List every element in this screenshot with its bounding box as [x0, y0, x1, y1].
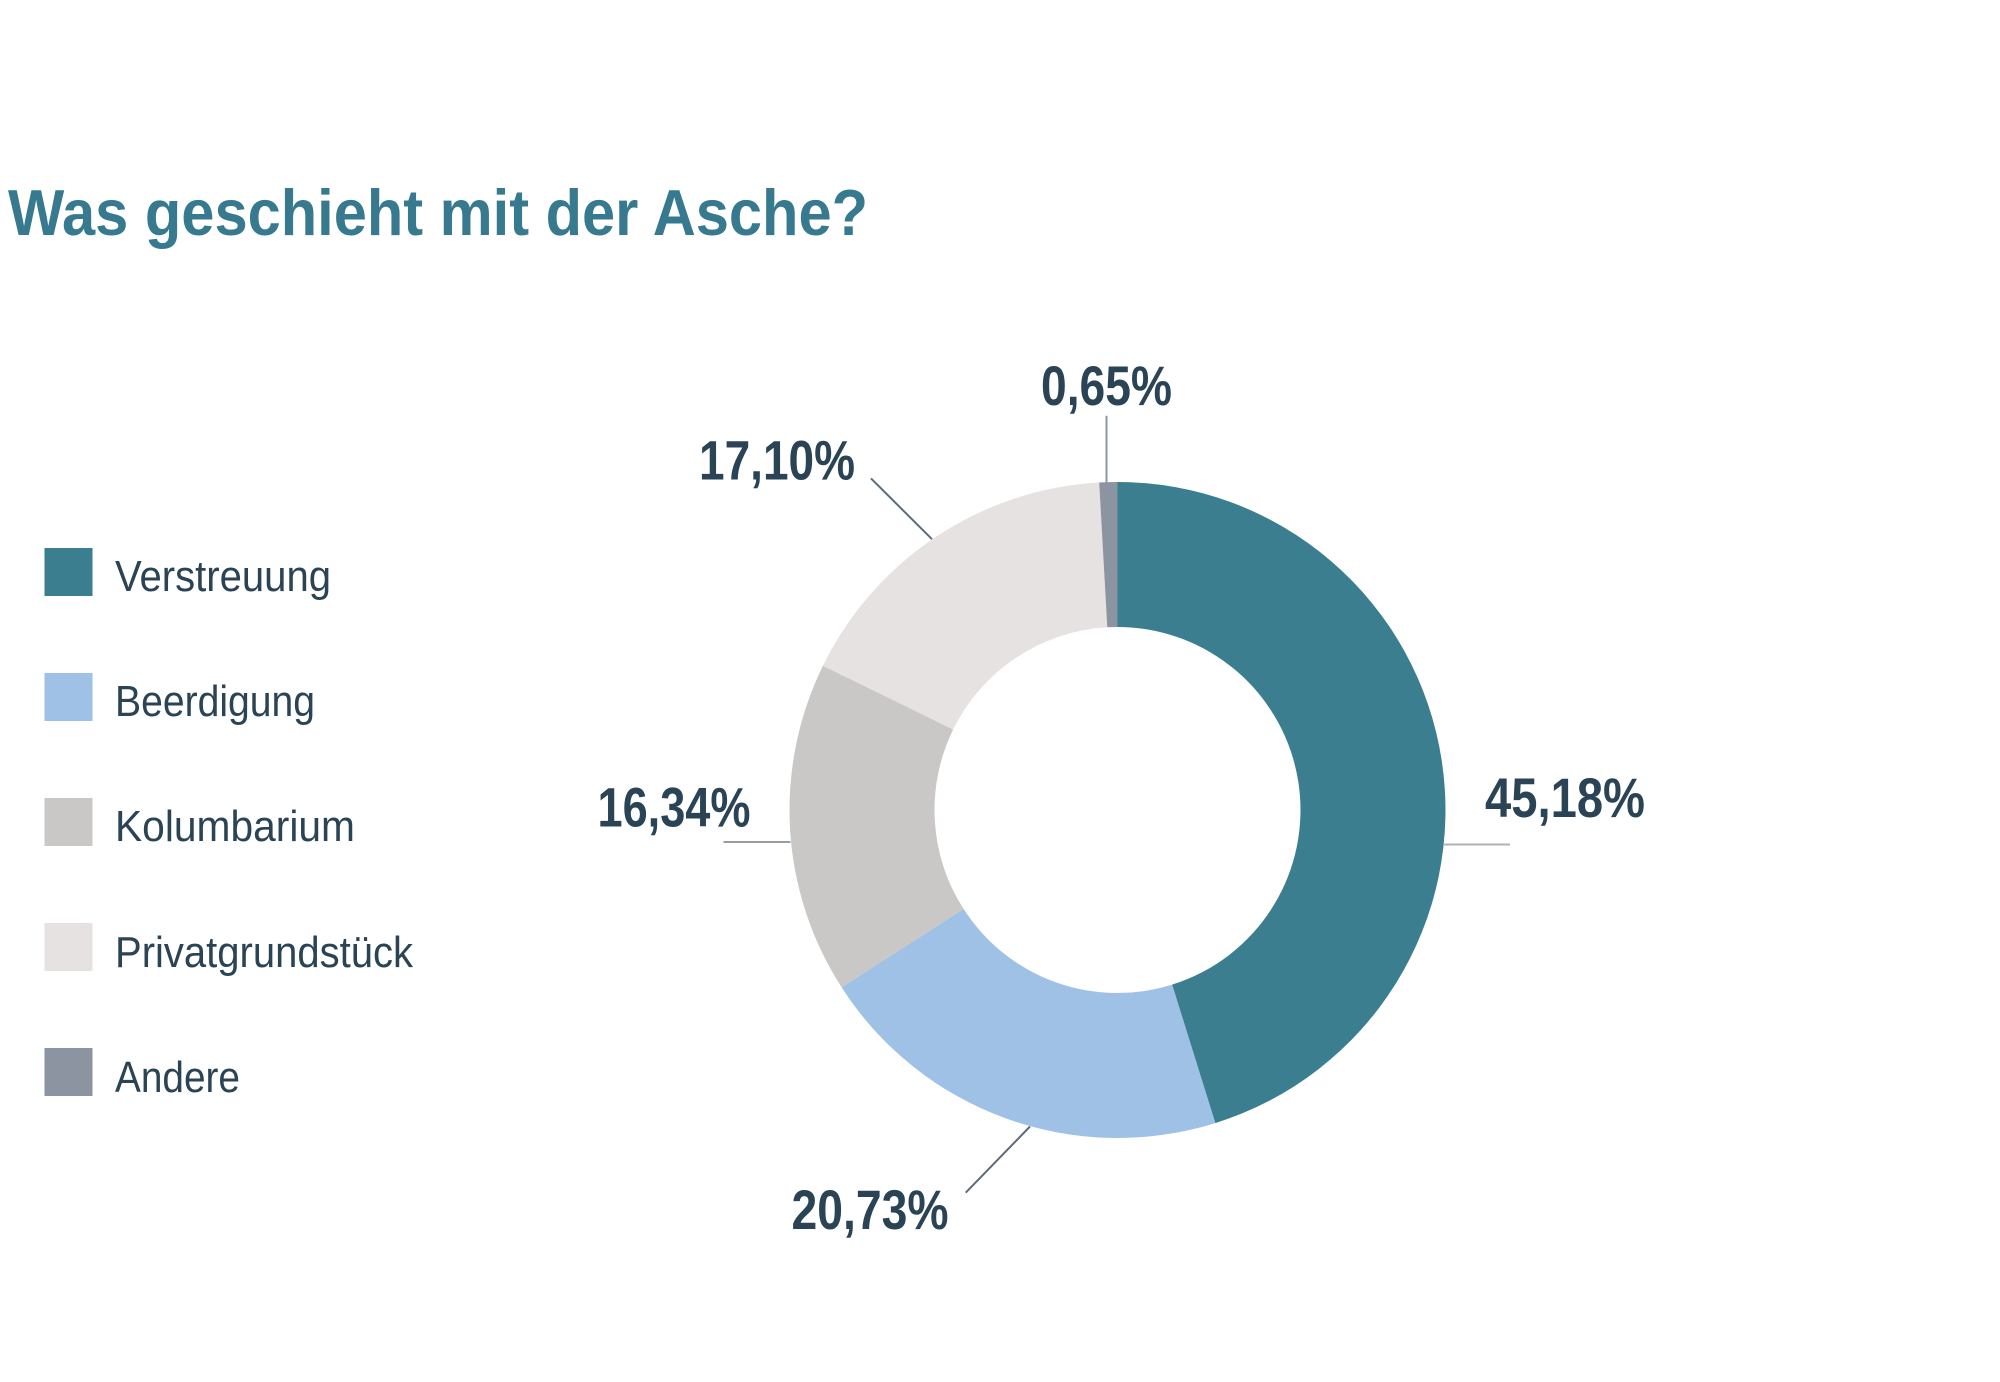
svg-text:Andere: Andere — [115, 1053, 240, 1102]
svg-text:Privatgrundstück: Privatgrundstück — [115, 928, 414, 977]
svg-text:Was geschieht mit der Asche?: Was geschieht mit der Asche? — [8, 176, 868, 249]
svg-text:Beerdigung: Beerdigung — [115, 677, 315, 726]
svg-text:0,65%: 0,65% — [1041, 354, 1172, 417]
svg-text:45,18%: 45,18% — [1485, 766, 1645, 829]
svg-text:20,73%: 20,73% — [792, 1178, 949, 1241]
svg-text:17,10%: 17,10% — [699, 429, 855, 492]
svg-text:Kolumbarium: Kolumbarium — [115, 802, 355, 851]
svg-text:16,34%: 16,34% — [598, 776, 751, 839]
svg-text:Verstreuung: Verstreuung — [115, 552, 331, 601]
